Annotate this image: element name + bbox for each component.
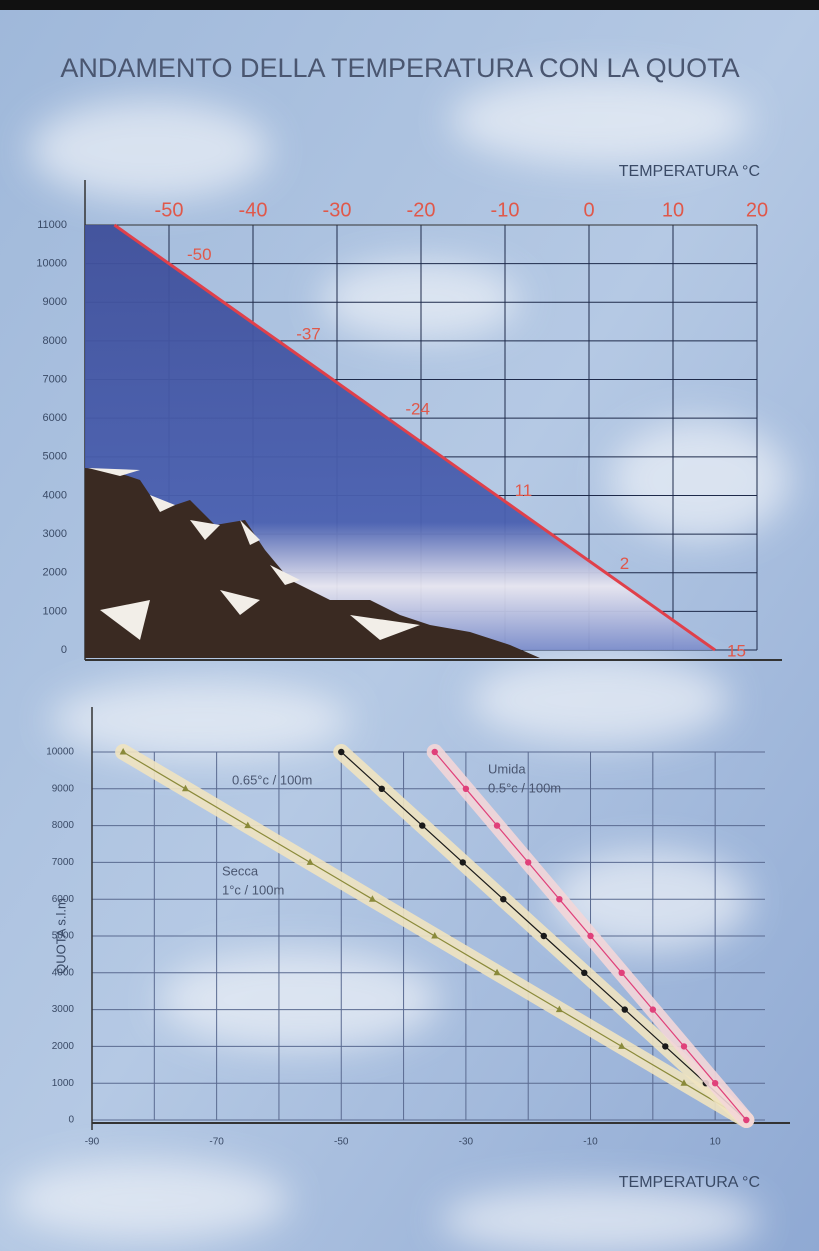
top-strip [0,0,819,10]
point [244,821,252,829]
x-axis-title: TEMPERATURA °C [619,163,760,180]
series-label: 1°c / 100m [222,882,284,897]
point [493,968,501,976]
point [555,1005,563,1013]
x-tick-label: -70 [209,1137,224,1148]
point [306,858,314,865]
point [493,822,501,829]
x-tick-label: -50 [155,199,184,221]
series-label: Umida [488,761,526,776]
clouds [10,75,790,1251]
y-tick-label: 7000 [43,373,67,385]
point [587,932,594,940]
y-tick-label: 10000 [36,258,67,270]
point [119,748,127,755]
x-tick-label: -30 [459,1137,474,1148]
point [662,1043,669,1050]
value-label: -24 [405,400,430,419]
point [649,1006,657,1013]
point [711,1080,719,1087]
value-label: 15 [727,641,746,660]
point [431,932,439,939]
y-tick-label: 4000 [43,489,67,501]
series-label: 0.5°c / 100m [488,780,561,795]
point [431,748,438,756]
point [462,785,470,792]
series-label: 0.65°c / 100m [232,772,312,787]
point [556,896,563,903]
y-tick-label: 8000 [43,335,67,347]
y-tick-label: 1000 [43,605,67,617]
y-axis-title: QUOTA s.l.m [53,898,68,974]
series-label: Secca [222,863,259,878]
page-title: ANDAMENTO DELLA TEMPERATURA CON LA QUOTA [60,53,739,83]
x-tick-label: -10 [583,1137,598,1148]
y-tick-label: 2000 [52,1041,75,1052]
point [621,1006,628,1013]
y-tick-label: 11000 [37,219,67,231]
value-label: -50 [187,245,212,264]
value-label: -37 [296,324,321,343]
charts: 0100020003000400050006000700080009000100… [36,163,790,1191]
point [743,1116,750,1124]
point [338,748,345,756]
x-tick-label: -30 [323,199,352,221]
x-tick-label: -50 [334,1137,349,1148]
point [618,1042,626,1049]
point [181,784,189,792]
point [680,1079,688,1086]
line [113,223,716,652]
point [540,932,547,940]
x-axis-title: TEMPERATURA °C [619,1174,760,1191]
value-label: 11 [515,481,533,500]
x-tick-label: 20 [746,199,768,221]
y-tick-label: 9000 [43,296,67,308]
x-tick-label: -20 [407,199,436,221]
y-tick-label: 3000 [52,1004,75,1015]
x-tick-label: -90 [85,1137,100,1148]
point [368,895,376,902]
y-tick-label: 7000 [52,857,75,868]
point [459,859,466,866]
x-tick-label: 0 [583,199,594,221]
mountains [85,468,540,658]
x-tick-label: 10 [662,199,684,221]
point [525,859,532,866]
point [618,969,625,976]
y-tick-label: 3000 [43,528,67,540]
y-tick-label: 5000 [43,451,67,463]
point [378,785,385,792]
y-tick-label: 4000 [52,967,75,978]
point [581,969,588,976]
y-tick-label: 2000 [43,567,67,579]
y-tick-label: 5000 [52,931,75,942]
y-tick-label: 0 [61,644,67,656]
y-tick-label: 10000 [46,747,74,758]
value-label: 2 [620,554,629,573]
y-tick-label: 6000 [43,412,67,424]
y-tick-label: 6000 [52,894,75,905]
x-tick-label: 10 [710,1137,722,1148]
x-tick-label: -40 [239,199,268,221]
x-tick-label: -10 [491,199,520,221]
point [419,822,426,829]
y-tick-label: 0 [68,1115,74,1126]
point [680,1043,688,1050]
snow [88,468,420,640]
y-tick-label: 1000 [52,1078,75,1089]
y-tick-label: 9000 [52,783,75,794]
point [500,896,507,903]
y-tick-label: 8000 [52,820,75,831]
